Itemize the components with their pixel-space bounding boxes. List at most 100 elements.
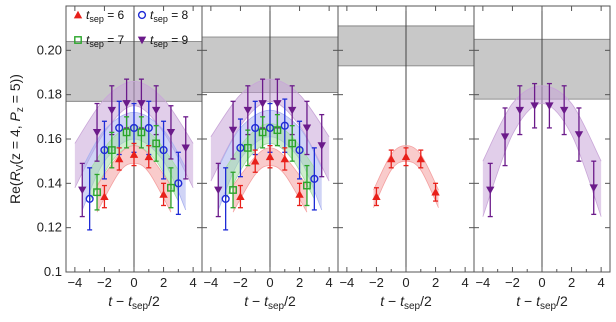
ytick-label-3: 0.16 — [37, 131, 62, 146]
ytick-label-2: 0.14 — [37, 175, 62, 190]
panel-2-fit-upper-9 — [210, 78, 330, 138]
panel-2-point-7-0 — [229, 186, 237, 194]
panel-2-point-9-1 — [228, 126, 238, 135]
ytick-label-1: 0.12 — [37, 220, 62, 235]
panel-4-point-9-7 — [589, 184, 598, 192]
ytick-label-5: 0.20 — [37, 42, 62, 57]
panel-2-point-6-3 — [280, 154, 289, 163]
panel-2-point-9-4 — [273, 100, 282, 108]
panel-2-xtick-label-1: −2 — [233, 275, 248, 290]
panel-4-fit-band-9 — [482, 85, 602, 217]
panel-4-fit-lower-9 — [482, 103, 602, 217]
panel-1-point-7-5 — [167, 183, 175, 192]
panel-2-point-8-0 — [221, 194, 230, 203]
panel-1-fit-upper-9 — [74, 80, 194, 144]
panel-4-point-9-2 — [515, 106, 525, 115]
panel-2-point-9-7 — [317, 142, 326, 150]
panel-1 — [66, 6, 202, 272]
panel-1-x-axis-title: t − tsep/2 — [108, 293, 160, 312]
panel-4 — [474, 6, 610, 272]
panel-2-point-8-4 — [280, 121, 289, 130]
panel-3-xtick-label-2: 0 — [402, 275, 409, 290]
panel-2-fit-band-9 — [210, 79, 330, 182]
panel-1-xtick-label-1: −2 — [97, 275, 112, 290]
panel-2-xtick-label-3: 2 — [296, 275, 303, 290]
legend-item-7: tsep = 7 — [74, 33, 125, 49]
panel-1-point-9-3 — [122, 100, 131, 108]
legend: tsep = 6 tsep = 8 tsep = 7 tsep = 9 — [73, 8, 189, 49]
legend-item-9: tsep = 9 — [137, 33, 189, 49]
panel-2-point-8-1 — [236, 143, 245, 152]
panel-3-xtick-label-0: −4 — [339, 275, 354, 290]
panel-2-point-8-2 — [251, 123, 260, 133]
legend-label-6: tsep = 6 — [86, 8, 125, 24]
axes: −4 −2 0 2 4 t − tsep/2 −4 −2 0 2 4 t − tsep/2 −4 −2 0 2… — [37, 5, 611, 312]
ytick-label-4: 0.18 — [37, 87, 62, 102]
panel-1-point-9-2 — [107, 106, 117, 115]
panel-1-point-7-2 — [122, 128, 131, 137]
panel-1-point-6-1 — [115, 154, 124, 163]
panel-3-x-axis-title: t − tsep/2 — [380, 293, 432, 312]
panel-3-xtick-label-3: 2 — [432, 275, 439, 290]
panel-3-point-6-1 — [387, 154, 396, 163]
panel-1-point-9-7 — [181, 144, 190, 153]
panel-2-point-9-5 — [287, 106, 297, 115]
panel-1-point-8-5 — [159, 145, 168, 155]
panel-2-fit-lower-9 — [210, 100, 330, 182]
panel-1-point-8-4 — [144, 123, 153, 133]
panel-1-point-6-2 — [129, 150, 139, 158]
panel-2-point-7-2 — [258, 128, 267, 137]
panel-1-fit-band-8 — [82, 112, 186, 210]
panel-1-point-6-3 — [144, 152, 153, 161]
panel-1-fit-band-9 — [74, 81, 194, 188]
panel-2-point-9-3 — [258, 100, 267, 108]
panel-1-xtick-label-3: 2 — [160, 275, 167, 290]
panel-2-xtick-label-4: 4 — [326, 275, 333, 290]
panel-1-point-8-3 — [129, 123, 139, 133]
legend-marker-9 — [137, 36, 147, 45]
panel-3-fit-upper-6 — [373, 145, 439, 191]
panel-2-point-8-6 — [310, 174, 319, 184]
panel-2-point-7-5 — [303, 181, 311, 190]
legend-item-8: tsep = 8 — [137, 8, 189, 24]
panel-2-point-9-6 — [302, 124, 312, 133]
panel-1-xtick-label-4: 4 — [190, 275, 197, 290]
panel-4-xtick-label-3: 2 — [568, 275, 575, 290]
panel-1-point-8-2 — [115, 123, 124, 133]
panel-1-point-6-4 — [159, 190, 168, 198]
panel-4-point-9-1 — [500, 133, 510, 141]
panel-1-point-7-0 — [93, 188, 101, 197]
panel-4-point-9-5 — [559, 106, 569, 115]
panel-3-point-6-2 — [401, 152, 411, 161]
panel-4-x-axis-title: t − tsep/2 — [516, 293, 568, 312]
panel-1-point-8-0 — [85, 194, 94, 203]
panel-2-fit-band-8 — [218, 110, 322, 210]
panel-1-xtick-label-0: −4 — [67, 275, 82, 290]
panel-2 — [202, 6, 338, 272]
panel-2-point-9-2 — [243, 106, 253, 115]
panel-2-point-6-4 — [295, 190, 304, 198]
panel-4-point-9-3 — [530, 102, 539, 110]
panel-1-point-9-4 — [137, 100, 146, 108]
legend-label-7: tsep = 7 — [86, 33, 125, 49]
panel-4-fit-upper-9 — [482, 85, 602, 162]
panel-2-point-7-4 — [288, 139, 297, 148]
panel-1-point-7-3 — [137, 128, 146, 137]
panel-2-x-axis-title: t − tsep/2 — [244, 293, 296, 312]
panel-3-point-6-3 — [416, 154, 425, 163]
panel-4-point-9-0 — [486, 186, 495, 195]
panel-4-xtick-label-1: −2 — [505, 275, 520, 290]
panel-4-point-9-6 — [574, 131, 584, 139]
legend-label-8: tsep = 8 — [150, 8, 189, 24]
panel-1-point-9-0 — [78, 186, 87, 195]
panel-4-xtick-label-4: 4 — [598, 275, 605, 290]
panel-2-point-7-1 — [243, 143, 252, 152]
panel-1-point-9-1 — [92, 128, 102, 137]
legend-marker-6 — [73, 10, 83, 19]
panel-3-point-6-4 — [431, 188, 440, 196]
panel-1-point-6-0 — [100, 192, 109, 200]
panel-4-xtick-label-2: 0 — [538, 275, 545, 290]
legend-label-9: tsep = 9 — [150, 33, 189, 49]
panel-1-point-7-1 — [107, 146, 116, 154]
